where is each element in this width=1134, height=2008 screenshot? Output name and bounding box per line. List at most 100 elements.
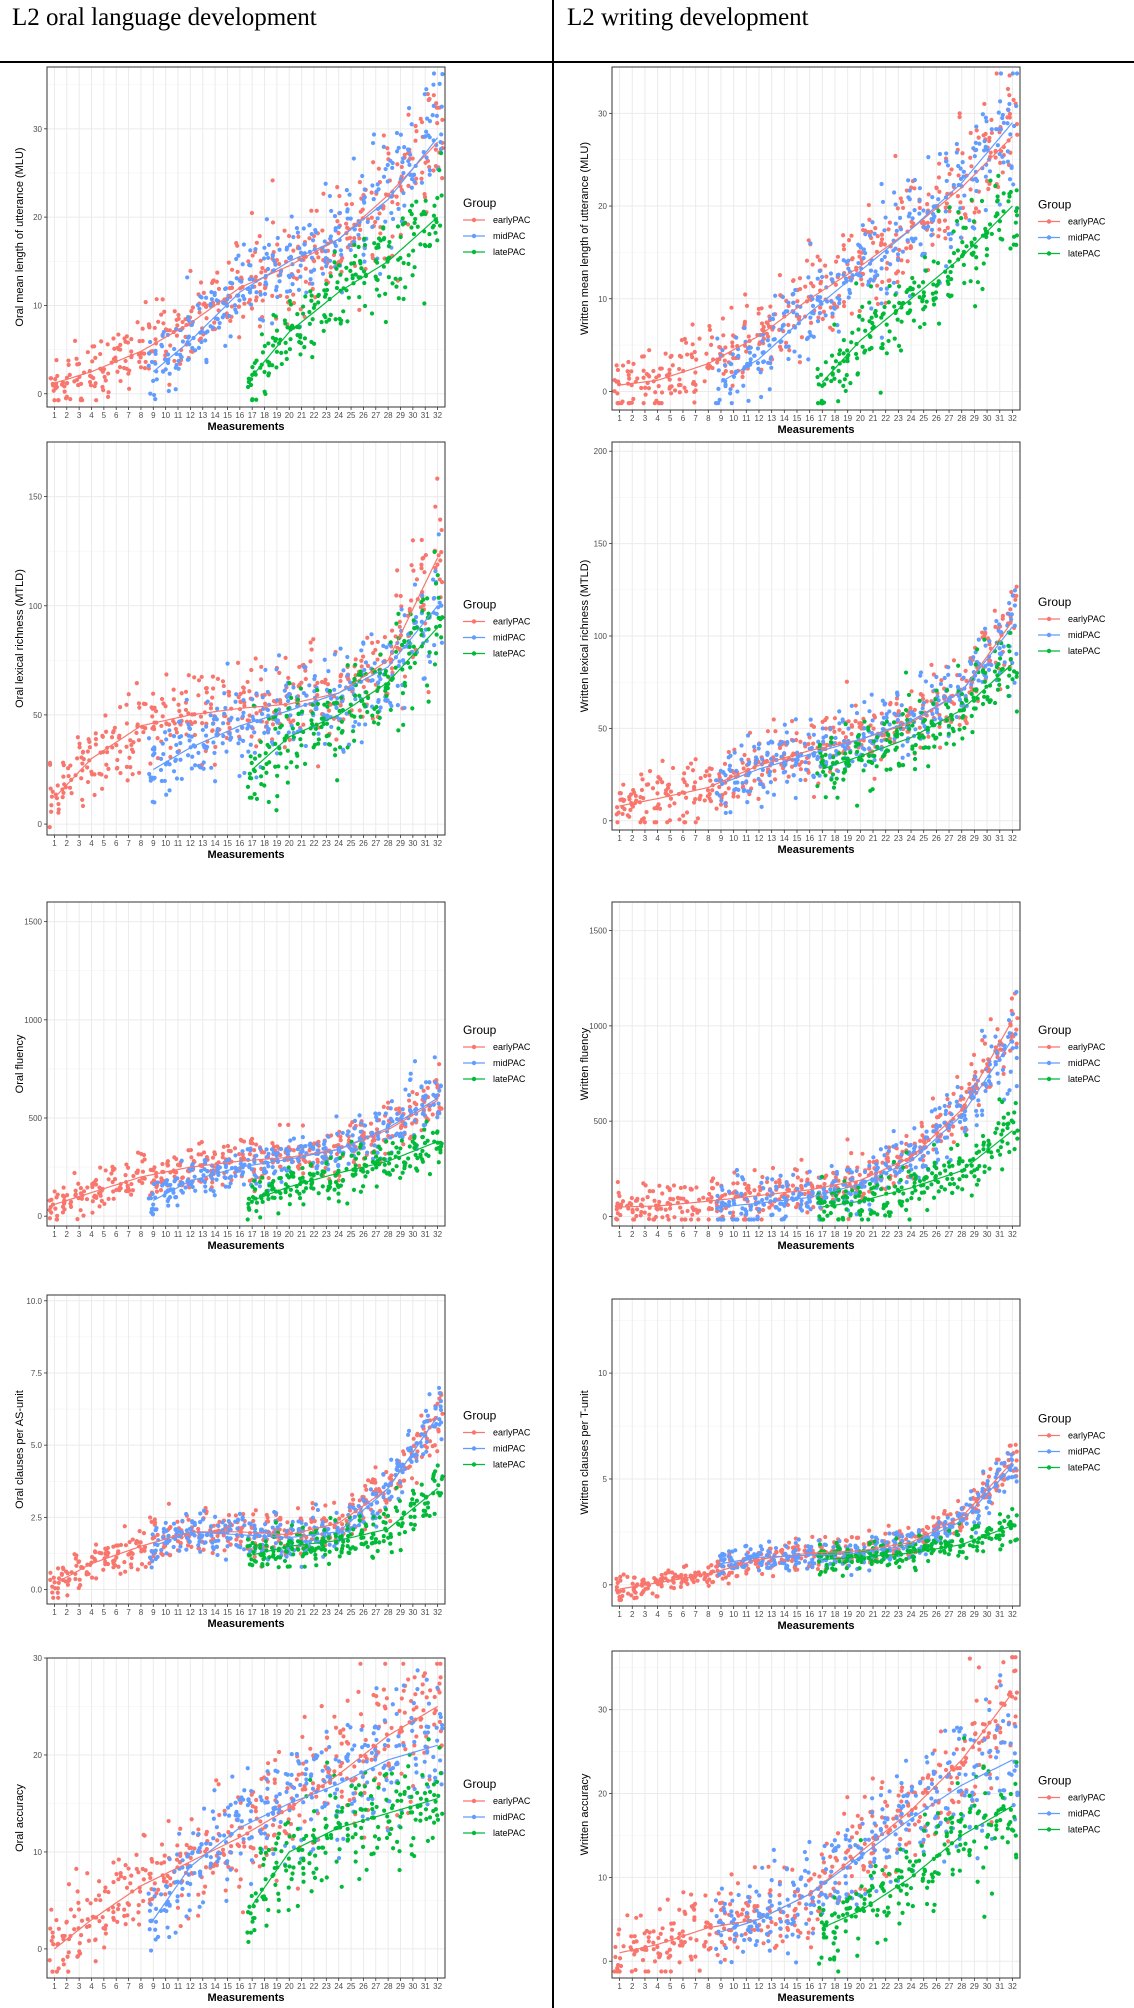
data-point	[319, 724, 324, 730]
data-point	[282, 688, 287, 693]
data-point	[186, 722, 191, 727]
data-point	[362, 236, 367, 241]
data-point	[106, 371, 111, 376]
data-point	[260, 695, 265, 700]
data-point	[412, 265, 417, 270]
data-point	[365, 709, 370, 715]
data-point	[414, 1498, 420, 1503]
data-point	[129, 1873, 134, 1878]
data-point	[326, 1167, 331, 1172]
legend-label: midPAC	[493, 1444, 526, 1454]
data-point	[381, 1495, 386, 1500]
data-point	[395, 224, 401, 229]
data-point	[436, 595, 441, 600]
data-point	[204, 316, 209, 321]
data-point	[310, 1515, 316, 1520]
data-point	[245, 1537, 251, 1542]
data-point	[325, 704, 330, 709]
data-point	[249, 776, 254, 781]
data-point	[295, 1546, 300, 1552]
data-point	[351, 1527, 356, 1532]
data-point	[94, 1576, 99, 1581]
data-point	[65, 1593, 70, 1598]
data-point	[439, 193, 444, 198]
data-point	[220, 741, 225, 746]
data-point	[314, 1546, 319, 1551]
data-point	[362, 259, 367, 264]
plot-border	[46, 441, 446, 836]
data-point	[266, 716, 272, 721]
data-point	[129, 337, 134, 342]
data-point	[351, 1187, 357, 1193]
data-point	[432, 549, 437, 554]
data-point	[259, 270, 264, 275]
data-point	[202, 1158, 207, 1163]
data-point	[176, 312, 181, 318]
data-point	[312, 302, 317, 307]
data-point	[420, 1148, 425, 1153]
data-point	[142, 366, 148, 371]
data-point	[76, 382, 81, 388]
x-tick-label: 7	[126, 1230, 131, 1239]
data-point	[285, 748, 290, 753]
data-point	[373, 1480, 378, 1485]
x-tick-label: 16	[235, 1230, 244, 1239]
data-point	[261, 1557, 266, 1562]
data-point	[258, 677, 264, 682]
data-point	[436, 1483, 441, 1488]
data-point	[159, 696, 165, 702]
data-point	[288, 720, 293, 725]
data-point	[299, 1520, 304, 1525]
data-point	[124, 721, 130, 726]
data-point	[123, 1922, 128, 1927]
data-point	[90, 1184, 95, 1189]
data-point	[271, 312, 276, 318]
data-point	[303, 1186, 309, 1191]
data-point	[103, 1931, 108, 1936]
data-point	[381, 264, 386, 269]
data-point	[370, 1491, 375, 1497]
data-point	[385, 146, 390, 151]
data-point	[434, 1146, 439, 1151]
data-point	[54, 1217, 59, 1222]
data-point	[123, 1863, 128, 1868]
data-point	[398, 276, 403, 281]
data-point	[360, 1184, 366, 1189]
data-point	[55, 1590, 60, 1595]
data-point	[190, 754, 195, 759]
data-point	[409, 211, 414, 217]
legend-title: Group	[463, 598, 497, 612]
data-point	[186, 733, 191, 738]
data-point	[310, 317, 315, 322]
data-point	[61, 1957, 66, 1963]
data-point	[275, 698, 280, 703]
data-point	[93, 1182, 99, 1187]
x-axis-title: Measurements	[207, 421, 284, 433]
data-point	[102, 374, 107, 380]
data-point	[385, 179, 390, 184]
data-point	[421, 597, 426, 602]
data-point	[337, 316, 342, 321]
data-point	[196, 1526, 201, 1532]
data-point	[250, 1195, 256, 1200]
data-point	[435, 195, 440, 201]
data-point	[319, 1172, 324, 1178]
data-point	[173, 757, 178, 762]
data-point	[167, 1526, 172, 1531]
x-tick-label: 30	[408, 1230, 417, 1239]
data-point	[310, 238, 316, 243]
legend-label: latePAC	[493, 1460, 526, 1470]
data-point	[118, 1871, 123, 1876]
x-tick-label: 13	[198, 1982, 207, 1991]
data-point	[68, 1907, 74, 1912]
x-tick-label: 13	[198, 1608, 207, 1617]
data-point	[326, 1184, 331, 1189]
data-point	[403, 285, 408, 290]
data-point	[223, 343, 228, 348]
data-point	[299, 709, 305, 714]
data-point	[369, 215, 374, 220]
data-point	[347, 235, 353, 240]
data-point	[114, 742, 119, 748]
y-tick-label: 7.5	[31, 1369, 43, 1378]
